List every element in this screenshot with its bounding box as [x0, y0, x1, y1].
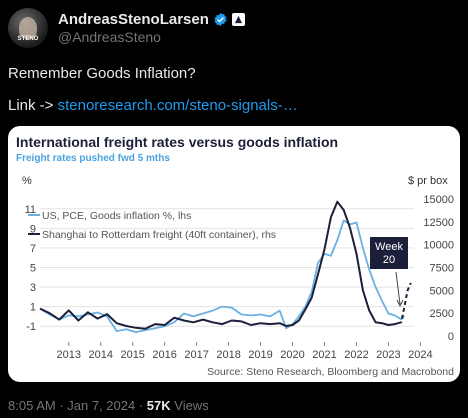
avatar[interactable]: STENO	[8, 8, 48, 48]
series-shanghai-rotterdam-freight	[39, 200, 399, 330]
legend-label-freight: Shanghai to Rotterdam freight (40ft cont…	[42, 229, 276, 241]
tweet-media-chart[interactable]: International freight rates versus goods…	[8, 126, 460, 382]
tweet-time[interactable]: 8:05 AM	[8, 398, 56, 413]
series-pce-goods-inflation	[39, 219, 406, 334]
link-prefix: Link ->	[8, 97, 58, 114]
meta-separator-2: ·	[135, 398, 147, 413]
annotation-arrowhead	[396, 299, 404, 308]
avatar-logo-text: STENO	[17, 36, 39, 42]
annotation-text: Week 20	[375, 241, 403, 266]
y-left-tick-label: 11	[25, 204, 36, 216]
legend-label-pce: US, PCE, Goods inflation %, lhs	[42, 210, 191, 222]
y-right-tick-label: 15000	[423, 194, 454, 206]
chart-grid	[40, 208, 414, 327]
author-handle[interactable]: @AndreasSteno	[58, 29, 161, 45]
x-tick-label: 2022	[344, 349, 368, 361]
chart-title: International freight rates versus goods…	[16, 134, 338, 150]
views-count: 57K	[146, 398, 171, 413]
annotation-box	[370, 237, 408, 269]
annotation-text-line: Week	[375, 241, 403, 253]
y-right-tick-label: 2500	[430, 308, 454, 320]
author-display-name[interactable]: AndreasStenoLarsen	[58, 10, 209, 28]
chart-source: Source: Steno Research, Bloomberg and Ma…	[207, 366, 454, 378]
x-tick-label: 2016	[152, 349, 176, 361]
chart-legend: US, PCE, Goods inflation %, lhs Shanghai…	[28, 210, 276, 241]
x-tick-label: 2014	[88, 349, 112, 361]
y-left-tick-label: 5	[30, 263, 36, 275]
y-right-tick-label: 10000	[423, 240, 454, 252]
x-tick-label: 2013	[57, 349, 81, 361]
tweet-link[interactable]: stenoresearch.com/steno-signals-…	[57, 97, 298, 114]
series-freight-forecast	[397, 282, 412, 325]
x-tick-label: 2024	[408, 349, 432, 361]
affiliate-badge-icon[interactable]	[231, 12, 245, 26]
y-right-tick-label: 5000	[430, 285, 454, 297]
y-right-tick-label: 0	[448, 331, 454, 343]
y-left-tick-label: 9	[30, 223, 36, 235]
verified-badge-icon[interactable]	[213, 12, 228, 27]
tweet-meta: 8:05 AM · Jan 7, 2024 · 57K Views	[8, 398, 209, 413]
x-tick-label: 2015	[120, 349, 144, 361]
y-right-tick-label: 12500	[423, 217, 454, 229]
x-tick-label: 2018	[216, 349, 240, 361]
annotation-text-line: 20	[383, 254, 395, 266]
views-label: Views	[170, 398, 209, 413]
annotation-arrow	[395, 271, 401, 305]
y-right-tick-label: 7500	[430, 263, 454, 275]
y-left-tick-label: -1	[26, 321, 36, 333]
meta-separator: ·	[55, 398, 68, 413]
author-block: AndreasStenoLarsen @AndreasSteno	[58, 10, 245, 45]
x-tick-label: 2020	[280, 349, 304, 361]
tweet-text: Remember Goods Inflation?	[8, 65, 196, 82]
chart-lines	[39, 200, 412, 334]
y-right-unit: $ pr box	[408, 175, 448, 187]
x-tick-label: 2017	[184, 349, 208, 361]
y-left-unit: %	[22, 175, 32, 187]
avatar-figure	[19, 17, 37, 39]
x-tick-label: 2021	[312, 349, 336, 361]
y-left-tick-label: 3	[30, 282, 36, 294]
x-tick-label: 2023	[376, 349, 400, 361]
y-left-tick-label: 7	[30, 243, 36, 255]
tweet-date[interactable]: Jan 7, 2024	[67, 398, 136, 413]
chart-ticks: 11 9 7 5 3 1 -1 15000 12500 10000 7500 5000 2500 0 201…	[25, 194, 454, 361]
tweet-link-row: Link -> stenoresearch.com/steno-signals-…	[8, 96, 298, 116]
chart-subtitle: Freight rates pushed fwd 5 mths	[16, 153, 170, 164]
annotation-week-20: Week 20	[370, 237, 408, 308]
y-left-tick-label: 1	[30, 302, 36, 314]
x-tick-label: 2019	[248, 349, 272, 361]
author-name-row: AndreasStenoLarsen	[58, 10, 245, 28]
chart-svg: International freight rates versus goods…	[16, 134, 454, 378]
